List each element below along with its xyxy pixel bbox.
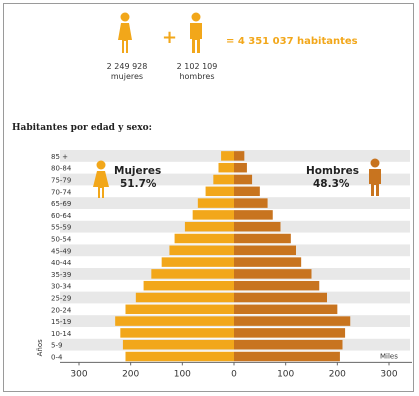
mujeres-legend-pct: 51.7% bbox=[120, 178, 157, 190]
x-tick-label: 300 bbox=[380, 369, 397, 379]
hombres-legend-icon bbox=[369, 158, 381, 196]
bar-hombres bbox=[234, 198, 268, 208]
bar-hombres bbox=[234, 233, 291, 244]
bar-mujeres bbox=[184, 221, 234, 232]
men-count: 2 102 109 hombres bbox=[173, 62, 221, 82]
bar-hombres bbox=[234, 328, 346, 338]
x-tick-label: 100 bbox=[174, 369, 191, 379]
age-group-label: 45-49 bbox=[51, 247, 71, 255]
bar-mujeres bbox=[192, 210, 234, 220]
bar-mujeres bbox=[169, 245, 234, 256]
bar-mujeres bbox=[125, 304, 234, 315]
men-count-value: 2 102 109 bbox=[176, 62, 218, 71]
age-group-label: 55-59 bbox=[51, 224, 71, 232]
bar-hombres bbox=[234, 292, 327, 303]
x-tick-label: 200 bbox=[329, 369, 346, 379]
y-axis-title: Años bbox=[36, 339, 44, 357]
chart-subtitle: Habitantes por edad y sexo: bbox=[12, 123, 152, 133]
bar-hombres bbox=[234, 269, 312, 279]
bar-hombres bbox=[234, 186, 260, 197]
chart-frame bbox=[3, 3, 414, 392]
hombres-legend-label: Hombres bbox=[306, 165, 359, 177]
bar-mujeres bbox=[115, 316, 234, 326]
bar-hombres bbox=[234, 304, 338, 315]
age-group-label: 60-64 bbox=[51, 212, 72, 220]
age-group-label: 20-24 bbox=[51, 306, 72, 314]
age-group-label: 50-54 bbox=[51, 236, 72, 244]
bar-hombres bbox=[234, 174, 253, 185]
age-group-label: 85 + bbox=[51, 153, 68, 161]
age-group-label: 80-84 bbox=[51, 165, 72, 173]
bar-mujeres bbox=[221, 151, 234, 161]
bar-hombres bbox=[234, 221, 281, 232]
age-group-label: 35-39 bbox=[51, 271, 71, 279]
age-group-label: 70-74 bbox=[51, 188, 72, 196]
bar-hombres bbox=[234, 210, 273, 220]
bar-hombres bbox=[234, 245, 296, 256]
hombres-legend-pct: 48.3% bbox=[313, 178, 350, 190]
bar-hombres bbox=[234, 151, 245, 161]
age-group-label: 65-69 bbox=[51, 200, 71, 208]
age-group-label: 75-79 bbox=[51, 177, 71, 185]
age-group-label: 15-19 bbox=[51, 318, 71, 326]
x-tick-label: 200 bbox=[122, 369, 139, 379]
x-tick-label: 300 bbox=[70, 369, 87, 379]
bar-mujeres bbox=[213, 174, 234, 185]
bar-mujeres bbox=[197, 198, 234, 208]
age-group-label: 0-4 bbox=[51, 354, 63, 362]
women-count-label: mujeres bbox=[110, 72, 144, 81]
bar-mujeres bbox=[151, 269, 234, 279]
bar-hombres bbox=[234, 316, 351, 326]
bar-hombres bbox=[234, 162, 247, 173]
bar-hombres bbox=[234, 339, 343, 350]
bar-mujeres bbox=[122, 339, 234, 350]
woman-icon bbox=[118, 12, 132, 53]
women-count: 2 249 928 mujeres bbox=[103, 62, 151, 82]
bar-mujeres bbox=[125, 351, 234, 362]
age-group-label: 30-34 bbox=[51, 283, 72, 291]
bar-mujeres bbox=[135, 292, 234, 303]
bar-mujeres bbox=[143, 280, 234, 291]
bar-mujeres bbox=[205, 186, 234, 197]
age-group-label: 25-29 bbox=[51, 295, 71, 303]
x-tick-label: 0 bbox=[231, 369, 237, 379]
bar-mujeres bbox=[161, 257, 234, 267]
x-tick-label: 100 bbox=[277, 369, 294, 379]
age-group-label: 5-9 bbox=[51, 342, 62, 350]
total-population: = 4 351 037 habitantes bbox=[226, 36, 358, 47]
bar-hombres bbox=[234, 351, 340, 362]
mujeres-legend-icon bbox=[93, 160, 109, 198]
x-axis-title: Miles bbox=[380, 352, 398, 360]
bar-hombres bbox=[234, 280, 320, 291]
plus-sign: + bbox=[162, 27, 178, 48]
women-count-value: 2 249 928 bbox=[106, 62, 148, 71]
bar-mujeres bbox=[120, 328, 234, 338]
bar-hombres bbox=[234, 257, 302, 267]
men-count-label: hombres bbox=[179, 72, 215, 81]
bar-mujeres bbox=[174, 233, 234, 244]
age-group-label: 40-44 bbox=[51, 259, 72, 267]
man-icon bbox=[190, 12, 202, 53]
mujeres-legend-label: Mujeres bbox=[114, 165, 161, 177]
age-group-label: 10-14 bbox=[51, 330, 72, 338]
bar-mujeres bbox=[218, 162, 234, 173]
